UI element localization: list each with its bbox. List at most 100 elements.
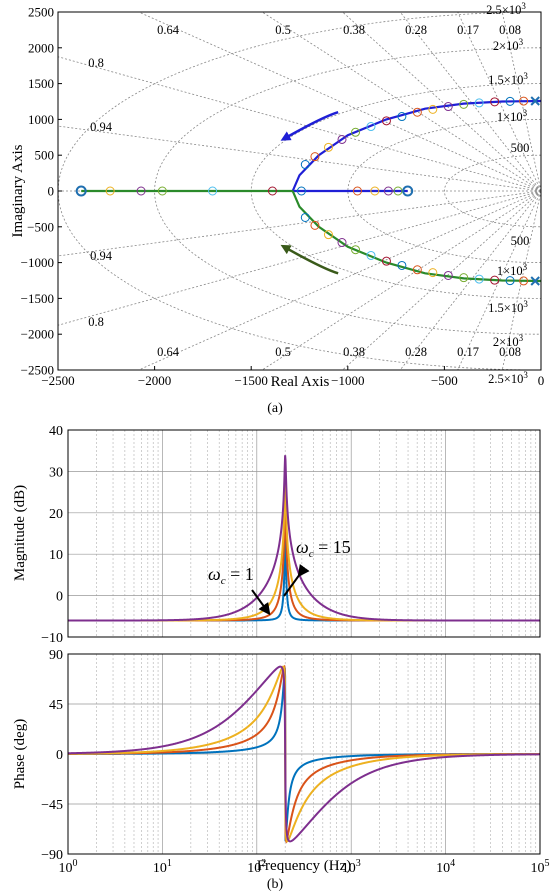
phase-tick-label: 0 bbox=[56, 748, 63, 763]
mag-series bbox=[68, 455, 540, 622]
caption-a: (a) bbox=[267, 401, 283, 416]
phase-curve-3 bbox=[68, 665, 540, 843]
caption-b: (b) bbox=[267, 877, 284, 892]
damping-ray bbox=[261, 12, 541, 192]
locus-point bbox=[428, 268, 438, 278]
damping-label: 0.38 bbox=[343, 345, 365, 359]
freq-tick-label: 105 bbox=[531, 858, 550, 876]
phase-tick-label: −45 bbox=[41, 798, 63, 813]
annotation-arrow bbox=[251, 589, 271, 616]
locus-point bbox=[474, 274, 484, 284]
zero-marker bbox=[75, 185, 87, 197]
mag-tick-label: −10 bbox=[41, 631, 63, 646]
pole-marker bbox=[530, 276, 540, 286]
mag-ylabel: Magnitude (dB) bbox=[12, 485, 28, 581]
mag-tick-label: 20 bbox=[49, 507, 63, 522]
locus-point bbox=[505, 276, 515, 286]
freq-tick-label: 104 bbox=[436, 858, 455, 876]
locus-point bbox=[459, 99, 469, 109]
root-locus-chart: −2500 −2000 −1500 −1000 −500 0 2500 2000 1500 100… bbox=[10, 1, 545, 416]
locus-point bbox=[428, 104, 438, 114]
damping-label: 0.28 bbox=[405, 23, 427, 37]
locus-point bbox=[310, 152, 320, 162]
mag-axes-box bbox=[67, 429, 541, 638]
damping-ray bbox=[501, 12, 541, 192]
wn-label: 2×103 bbox=[493, 333, 524, 349]
locus-point bbox=[381, 116, 391, 126]
x-tick-label: −2000 bbox=[138, 373, 171, 388]
pole-marker bbox=[530, 96, 540, 106]
wn-label: 2×103 bbox=[493, 37, 524, 53]
freq-tick-label: 101 bbox=[153, 858, 172, 876]
y-tick-label: 1000 bbox=[28, 112, 54, 127]
locus-point bbox=[381, 256, 391, 266]
damping-ray bbox=[261, 190, 541, 370]
damping-ray bbox=[58, 125, 541, 192]
x-tick-label: −1500 bbox=[235, 373, 268, 388]
damping-label: 0.17 bbox=[457, 345, 479, 359]
locus-point bbox=[337, 238, 347, 248]
phase-xlabel: Frequency (Hz) bbox=[257, 858, 352, 874]
wn-label: 500 bbox=[511, 234, 530, 248]
mag-tick-label: 40 bbox=[49, 424, 63, 439]
damping-ray bbox=[341, 12, 541, 192]
locus-point bbox=[300, 160, 310, 170]
x-tick-label: −500 bbox=[431, 373, 458, 388]
mag-grid bbox=[67, 429, 540, 638]
wn-label: 2.5×103 bbox=[488, 370, 528, 386]
locus-point bbox=[519, 276, 529, 286]
mag-annotations: ωc = 1 ωc = 15 bbox=[208, 537, 351, 616]
phase-tick-label: 45 bbox=[49, 698, 63, 713]
phase-ylabel: Phase (deg) bbox=[12, 719, 28, 789]
damping-ray bbox=[341, 190, 541, 370]
wn-circle bbox=[444, 154, 541, 228]
locus-point bbox=[490, 275, 500, 285]
locus-point bbox=[310, 220, 320, 230]
phase-tick-label: 90 bbox=[49, 648, 63, 663]
freq-tick-label: 103 bbox=[342, 858, 361, 876]
wn-label: 1.5×103 bbox=[488, 71, 528, 87]
rl-series bbox=[81, 99, 541, 283]
damping-label: 0.64 bbox=[157, 345, 180, 359]
magnitude-curve-0 bbox=[68, 495, 540, 622]
damping-label: 0.38 bbox=[343, 23, 365, 37]
damping-label: 0.8 bbox=[88, 315, 104, 329]
wn-circle bbox=[154, 47, 541, 335]
y-tick-label: −2500 bbox=[21, 363, 54, 378]
damping-ray bbox=[58, 190, 541, 326]
damping-ray bbox=[399, 190, 541, 370]
rl-ticks: −2500 −2000 −1500 −1000 −500 0 2500 2000 1500 100… bbox=[21, 5, 545, 389]
wn-circle bbox=[58, 12, 541, 370]
x-tick-label: −2500 bbox=[41, 373, 74, 388]
x-tick-label: 0 bbox=[538, 373, 545, 388]
y-tick-label: 2500 bbox=[28, 5, 54, 20]
freq-tick-label: 102 bbox=[247, 858, 266, 876]
damping-label: 0.64 bbox=[157, 23, 180, 37]
phase-curve-2 bbox=[68, 665, 540, 843]
damping-label: 0.17 bbox=[457, 23, 479, 37]
freq-tick-label: 100 bbox=[59, 858, 78, 876]
locus-point bbox=[323, 142, 333, 152]
damping-label: 0.94 bbox=[90, 249, 113, 263]
mag-tick-label: 0 bbox=[56, 590, 63, 605]
locus-point bbox=[208, 186, 218, 196]
locus-point bbox=[105, 186, 115, 196]
annotation-arrow bbox=[283, 564, 310, 597]
locus-point bbox=[443, 270, 453, 280]
locus-point bbox=[136, 186, 146, 196]
wn-label: 500 bbox=[511, 141, 530, 155]
locus-point bbox=[352, 186, 362, 196]
damping-label: 0.08 bbox=[499, 345, 521, 359]
locus-point bbox=[366, 122, 376, 132]
locus-point bbox=[370, 186, 380, 196]
rl-xlabel: Real Axis bbox=[271, 374, 330, 390]
locus-point bbox=[490, 97, 500, 107]
y-tick-label: 0 bbox=[48, 184, 55, 199]
locus-point bbox=[459, 273, 469, 283]
phase-axes-box bbox=[67, 653, 541, 855]
phase-tick-label: −90 bbox=[41, 848, 63, 863]
damping-label: 0.8 bbox=[88, 56, 104, 70]
